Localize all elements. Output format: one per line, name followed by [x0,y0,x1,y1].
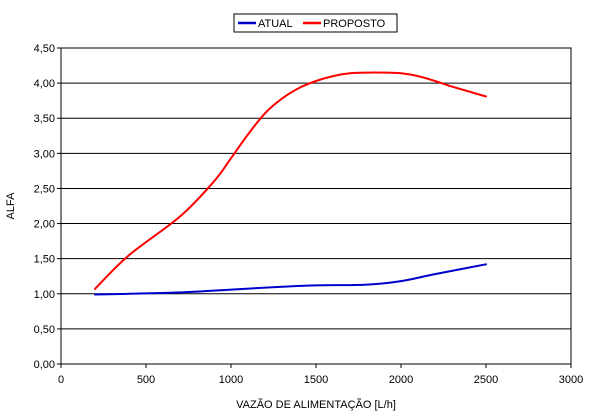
y-tick-label: 2,00 [34,219,55,231]
plot-frame [60,47,572,365]
x-tick-label: 0 [58,374,64,386]
y-tick-label: 0,50 [34,324,55,336]
x-tick-label: 1500 [304,374,328,386]
x-tick-label: 2500 [474,374,498,386]
axes: 0,00 0,50 1,00 1,50 2,00 2,50 3,00 3,50 4,00 4,50… [34,43,584,386]
y-tick-label: 1,50 [34,254,55,266]
x-tick-label: 2000 [389,374,413,386]
y-tick-label: 4,50 [34,43,55,55]
y-tick-label: 1,00 [34,289,55,301]
series-lines [94,71,487,296]
x-axis-label: VAZÃO DE ALIMENTAÇÃO [L/h] [236,398,396,411]
legend-label-atual: ATUAL [258,18,293,30]
y-tick-label: 4,00 [34,78,55,90]
series-line-proposto [94,71,487,290]
x-tick-label: 3000 [559,374,583,386]
y-tick-label: 0,00 [34,359,55,371]
y-axis-label: ALFA [5,192,17,220]
y-tick-label: 2,50 [34,183,55,195]
y-tick-label: 3,00 [34,148,55,160]
legend: ATUAL PROPOSTO [233,13,398,33]
y-tick-label: 3,50 [34,113,55,125]
legend-label-proposto: PROPOSTO [323,18,386,30]
x-tick-label: 500 [137,374,155,386]
series-line-atual [94,263,487,296]
x-tick-label: 1000 [219,374,243,386]
